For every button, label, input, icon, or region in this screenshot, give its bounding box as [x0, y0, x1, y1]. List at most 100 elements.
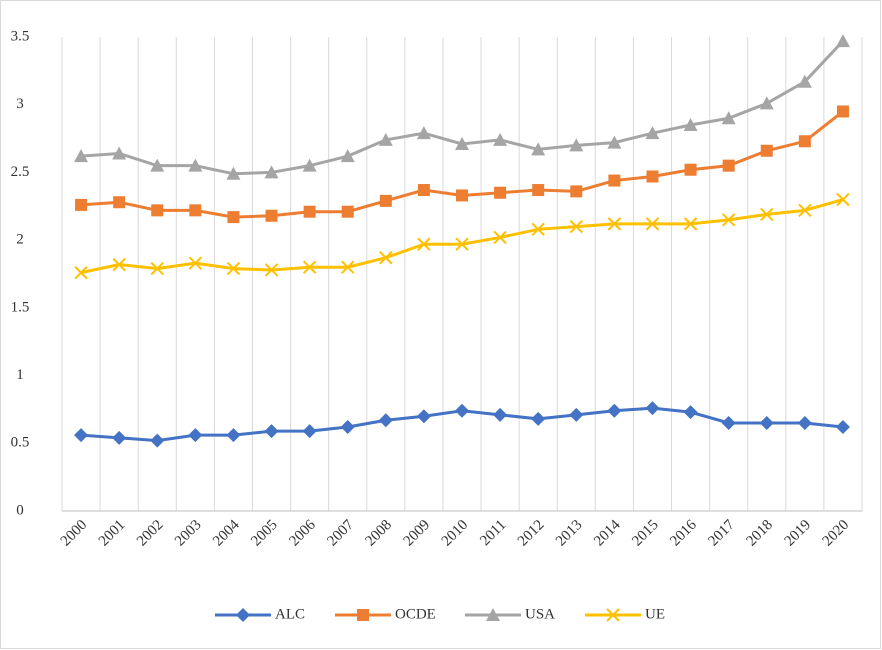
- marker: [303, 205, 316, 218]
- marker: [188, 158, 203, 172]
- marker: [340, 149, 355, 163]
- marker: [264, 263, 279, 277]
- marker: [759, 415, 774, 430]
- marker: [341, 260, 355, 274]
- marker: [760, 144, 773, 157]
- marker: [264, 424, 279, 439]
- marker: [646, 170, 659, 183]
- marker: [302, 260, 317, 274]
- marker: [227, 211, 240, 224]
- marker: [113, 196, 126, 209]
- marker: [645, 401, 660, 416]
- marker: [417, 184, 430, 197]
- y-tick-label: 3: [16, 96, 24, 112]
- marker: [721, 213, 736, 227]
- marker: [569, 138, 584, 152]
- marker: [456, 189, 468, 202]
- marker: [455, 136, 469, 150]
- legend-label: USA: [525, 606, 555, 622]
- marker: [607, 217, 622, 231]
- marker: [236, 608, 250, 622]
- marker: [379, 194, 392, 207]
- marker: [378, 413, 393, 428]
- legend-label: UE: [645, 606, 665, 622]
- marker: [835, 420, 850, 435]
- marker: [340, 420, 355, 435]
- y-tick-label: 3.5: [11, 28, 30, 44]
- marker: [798, 203, 812, 218]
- marker: [302, 158, 317, 172]
- marker: [357, 609, 369, 621]
- marker: [188, 256, 203, 270]
- marker: [645, 126, 660, 140]
- marker: [74, 428, 89, 443]
- marker: [416, 409, 431, 424]
- marker: [493, 230, 507, 245]
- y-tick-label: 2: [16, 232, 24, 248]
- marker: [797, 74, 812, 88]
- y-tick-label: 2.5: [11, 164, 30, 180]
- marker: [721, 415, 736, 430]
- marker: [798, 135, 811, 148]
- marker: [645, 217, 660, 231]
- marker: [493, 407, 508, 422]
- y-tick-label: 1: [16, 367, 24, 383]
- marker: [74, 149, 89, 163]
- marker: [606, 608, 620, 622]
- marker: [150, 433, 165, 448]
- marker: [531, 222, 545, 237]
- marker: [797, 415, 812, 430]
- marker: [683, 217, 698, 231]
- marker: [151, 204, 164, 217]
- marker: [150, 158, 165, 172]
- legend-label: ALC: [275, 606, 305, 622]
- marker: [302, 424, 317, 439]
- marker: [684, 163, 697, 176]
- marker: [836, 192, 850, 207]
- marker: [532, 184, 545, 197]
- marker: [569, 219, 583, 234]
- marker: [683, 405, 698, 420]
- marker: [265, 209, 278, 222]
- marker: [226, 428, 241, 443]
- marker: [569, 407, 584, 422]
- marker: [379, 251, 393, 265]
- marker: [264, 165, 279, 179]
- marker: [836, 105, 849, 118]
- marker: [112, 146, 127, 160]
- marker: [759, 96, 774, 110]
- marker: [189, 204, 202, 217]
- marker: [75, 198, 88, 211]
- marker: [531, 411, 546, 426]
- marker: [416, 126, 431, 140]
- y-tick-label: 0.5: [11, 435, 30, 451]
- marker: [417, 237, 431, 251]
- marker: [112, 430, 127, 445]
- marker: [74, 265, 88, 280]
- y-tick-label: 0: [16, 502, 24, 518]
- marker: [608, 174, 621, 187]
- marker: [721, 111, 736, 125]
- marker: [494, 186, 507, 199]
- marker: [378, 132, 393, 146]
- marker: [607, 135, 622, 149]
- marker: [683, 118, 698, 132]
- y-tick-label: 1.5: [11, 299, 30, 315]
- marker: [150, 261, 164, 276]
- marker: [455, 237, 469, 251]
- marker: [493, 132, 508, 146]
- marker: [112, 257, 126, 272]
- marker: [455, 403, 469, 418]
- marker: [341, 205, 354, 218]
- marker: [226, 261, 241, 276]
- legend-label: OCDE: [395, 606, 436, 622]
- marker: [486, 608, 500, 621]
- marker: [722, 159, 735, 172]
- marker: [835, 34, 850, 48]
- marker: [570, 185, 583, 198]
- marker: [188, 428, 203, 443]
- marker: [760, 207, 774, 222]
- marker: [607, 403, 622, 418]
